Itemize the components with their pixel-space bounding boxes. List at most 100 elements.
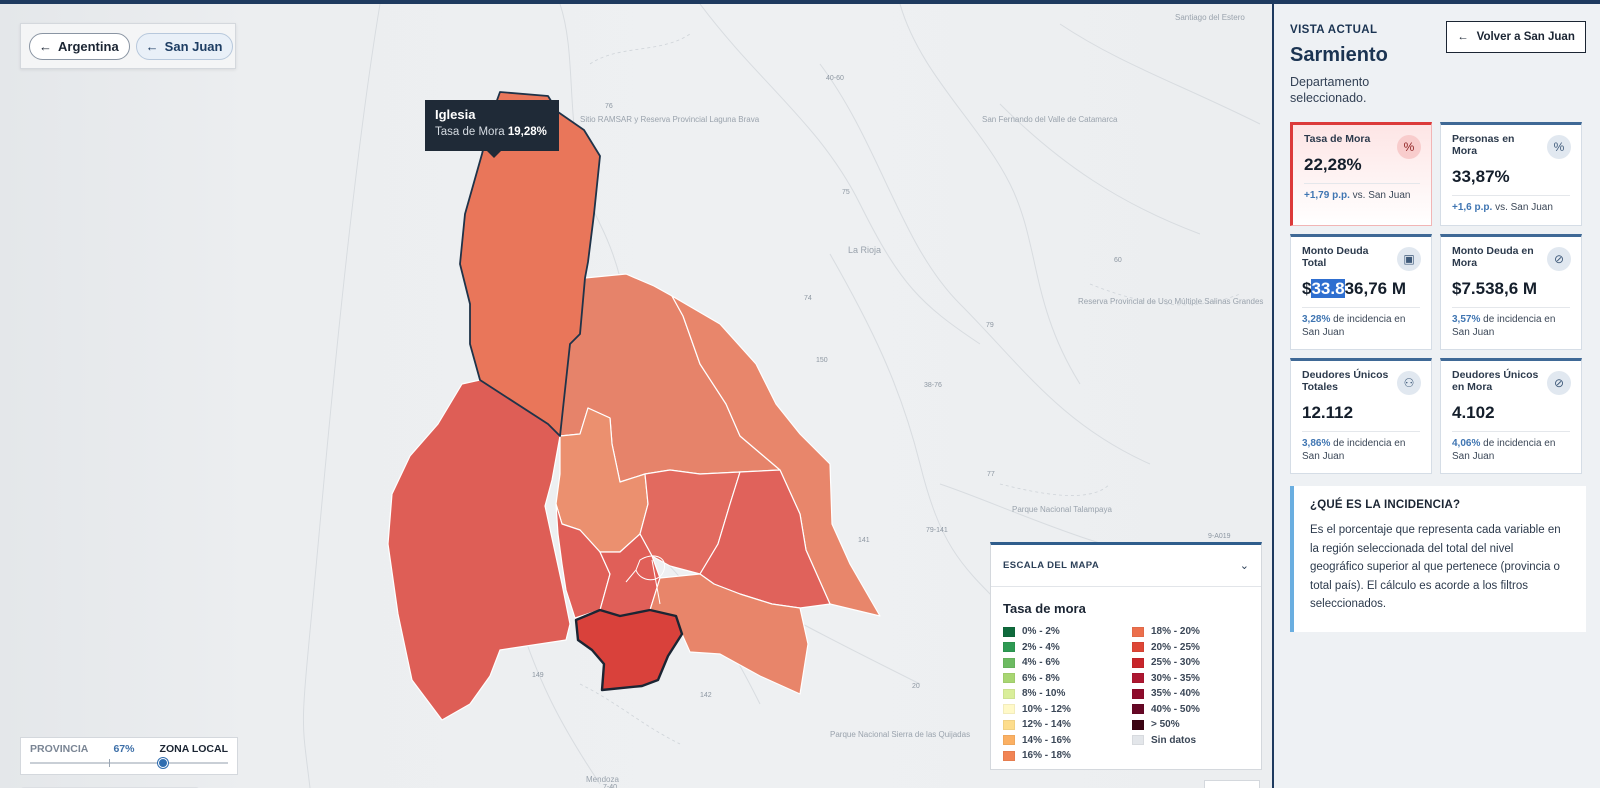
breadcrumb: ← Argentina ← San Juan — [20, 23, 236, 69]
legend-item-label: 30% - 35% — [1151, 672, 1200, 684]
legend-swatch — [1132, 719, 1144, 730]
back-to-san-juan-button[interactable]: ← Volver a San Juan — [1446, 21, 1586, 53]
map-zoom-controls[interactable] — [1204, 780, 1260, 788]
card-label: Monto Deuda Total — [1302, 245, 1369, 269]
legend-swatch — [1003, 657, 1015, 668]
legend-item: Sin datos — [1132, 733, 1261, 749]
route-label: 141 — [858, 537, 870, 544]
metric-card-deudores-unicos-en-mora[interactable]: Deudores Únicos en Mora ⊘ 4.102 4,06% de… — [1440, 358, 1582, 474]
breadcrumb-san-juan-button[interactable]: ← San Juan — [135, 32, 234, 60]
basemap-label: San Fernando del Valle de Catamarca — [982, 115, 1118, 124]
percent-icon: % — [1547, 135, 1571, 159]
legend-swatch — [1003, 673, 1015, 684]
card-value: 4.102 — [1452, 403, 1495, 422]
metric-card-tasa-de-mora[interactable]: Tasa de Mora % 22,28% +1,79 p.p. vs. San… — [1290, 122, 1432, 226]
slider-track[interactable] — [30, 758, 228, 768]
card-divider — [1452, 195, 1570, 196]
legend-item-label: 8% - 10% — [1022, 688, 1066, 700]
route-label: 60 — [1114, 257, 1122, 264]
basemap-label: Reserva Provincial de Uso Múltiple Salin… — [1078, 297, 1263, 306]
card-value: 22,28% — [1304, 155, 1362, 174]
legend-item-label: > 50% — [1151, 719, 1180, 731]
basemap-label: Parque Nacional Sierra de las Quijadas — [830, 730, 970, 739]
legend-column: 18% - 20% 20% - 25% 25% - 30% 30% - 35% … — [1132, 624, 1261, 764]
legend-item-label: 0% - 2% — [1022, 626, 1060, 638]
legend-swatch — [1132, 673, 1144, 684]
chevron-down-icon[interactable]: ⌄ — [1239, 560, 1249, 572]
slider-handle[interactable] — [157, 758, 168, 768]
route-label: 20 — [912, 683, 920, 690]
legend-item: 30% - 35% — [1132, 671, 1261, 687]
basemap-label: Santiago del Estero — [1175, 13, 1245, 22]
map-area[interactable]: Santiago del Estero San Fernando del Val… — [0, 4, 1272, 788]
route-label: 74 — [804, 295, 812, 302]
route-label: 142 — [700, 692, 712, 699]
basemap-label: Sitio RAMSAR y Reserva Provincial Laguna… — [580, 115, 760, 124]
legend-item-label: 16% - 18% — [1022, 750, 1071, 762]
metric-card-monto-deuda-total[interactable]: Monto Deuda Total ▣ $33.836,76 M 3,28% d… — [1290, 234, 1432, 350]
legend-item: 8% - 10% — [1003, 686, 1132, 702]
route-label: 7-40 — [603, 784, 617, 788]
card-footnote: 3,86% de incidencia en San Juan — [1302, 438, 1406, 462]
zoom-level-control: PROVINCIA 67% ZONA LOCAL — [20, 737, 238, 775]
choropleth-map — [387, 91, 881, 721]
legend-header[interactable]: ESCALA DEL MAPA ⌄ — [991, 545, 1261, 587]
card-divider — [1304, 183, 1420, 184]
metric-card-monto-deuda-en-mora[interactable]: Monto Deuda en Mora ⊘ $7.538,6 M 3,57% d… — [1440, 234, 1582, 350]
region-iglesia[interactable] — [459, 91, 601, 437]
legend-item-label: 14% - 16% — [1022, 734, 1071, 746]
card-footnote: +1,6 p.p. vs. San Juan — [1452, 202, 1553, 213]
page-title: Sarmiento — [1290, 44, 1388, 66]
legend-item-label: Sin datos — [1151, 734, 1197, 746]
legend-item-label: 2% - 4% — [1022, 641, 1060, 653]
sidebar: VISTA ACTUAL Sarmiento Departamento sele… — [1272, 4, 1600, 788]
percent-icon: % — [1397, 135, 1421, 159]
card-label: Personas en Mora — [1452, 133, 1515, 157]
route-label: 79 — [986, 322, 994, 329]
legend-swatch — [1132, 626, 1144, 637]
route-label: 75 — [842, 189, 850, 196]
basemap-label: Mendoza — [586, 775, 619, 784]
card-divider — [1302, 307, 1420, 308]
incidence-info-box: ¿QUÉ ES LA INCIDENCIA? Es el porcentaje … — [1290, 486, 1586, 632]
back-button-label: Volver a San Juan — [1476, 31, 1575, 43]
legend-item-label: 4% - 6% — [1022, 657, 1060, 669]
legend-swatch — [1003, 719, 1015, 730]
legend-item: 6% - 8% — [1003, 671, 1132, 687]
legend-swatch — [1003, 735, 1015, 746]
legend-swatch — [1132, 657, 1144, 668]
slider-left-label: PROVINCIA — [30, 743, 89, 755]
info-text: Es el porcentaje que representa cada var… — [1310, 524, 1561, 610]
map-legend: ESCALA DEL MAPA ⌄ Tasa de mora 0% - 2% 2… — [990, 542, 1262, 770]
breadcrumb-label: San Juan — [164, 38, 223, 54]
breadcrumb-argentina-button[interactable]: ← Argentina — [29, 32, 130, 60]
money-off-icon: ⊘ — [1547, 247, 1571, 271]
legend-item: 25% - 30% — [1132, 655, 1261, 671]
region-sarmiento[interactable] — [574, 608, 684, 692]
legend-subtitle: Tasa de mora — [1003, 601, 1086, 616]
card-footnote: 3,57% de incidencia en San Juan — [1452, 314, 1556, 338]
tooltip-metric-value: 19,28% — [507, 126, 547, 138]
card-footnote: 3,28% de incidencia en San Juan — [1302, 314, 1406, 338]
legend-swatch — [1003, 704, 1015, 715]
card-label: Deudores Únicos Totales — [1302, 369, 1389, 393]
metric-card-personas-en-mora[interactable]: Personas en Mora % 33,87% +1,6 p.p. vs. … — [1440, 122, 1582, 226]
map-tooltip: Iglesia Tasa de Mora 19,28% — [425, 100, 559, 158]
card-label: Deudores Únicos en Mora — [1452, 369, 1539, 393]
legend-item: 4% - 6% — [1003, 655, 1132, 671]
card-footnote: 4,06% de incidencia en San Juan — [1452, 438, 1556, 462]
legend-item-label: 10% - 12% — [1022, 703, 1071, 715]
card-value: 33,87% — [1452, 167, 1510, 186]
legend-swatch — [1132, 688, 1144, 699]
route-label: 149 — [532, 672, 544, 679]
legend-item-label: 25% - 30% — [1151, 657, 1200, 669]
card-divider — [1302, 431, 1420, 432]
route-label: 40-60 — [826, 75, 844, 82]
region-valle-fertil[interactable] — [671, 295, 881, 617]
legend-item-label: 35% - 40% — [1151, 688, 1200, 700]
region-calingasta[interactable] — [387, 379, 571, 721]
tooltip-metric: Tasa de Mora 19,28% — [435, 126, 549, 138]
users-icon: ⚇ — [1397, 371, 1421, 395]
breadcrumb-label: Argentina — [58, 38, 119, 54]
metric-card-deudores-unicos-totales[interactable]: Deudores Únicos Totales ⚇ 12.112 3,86% d… — [1290, 358, 1432, 474]
